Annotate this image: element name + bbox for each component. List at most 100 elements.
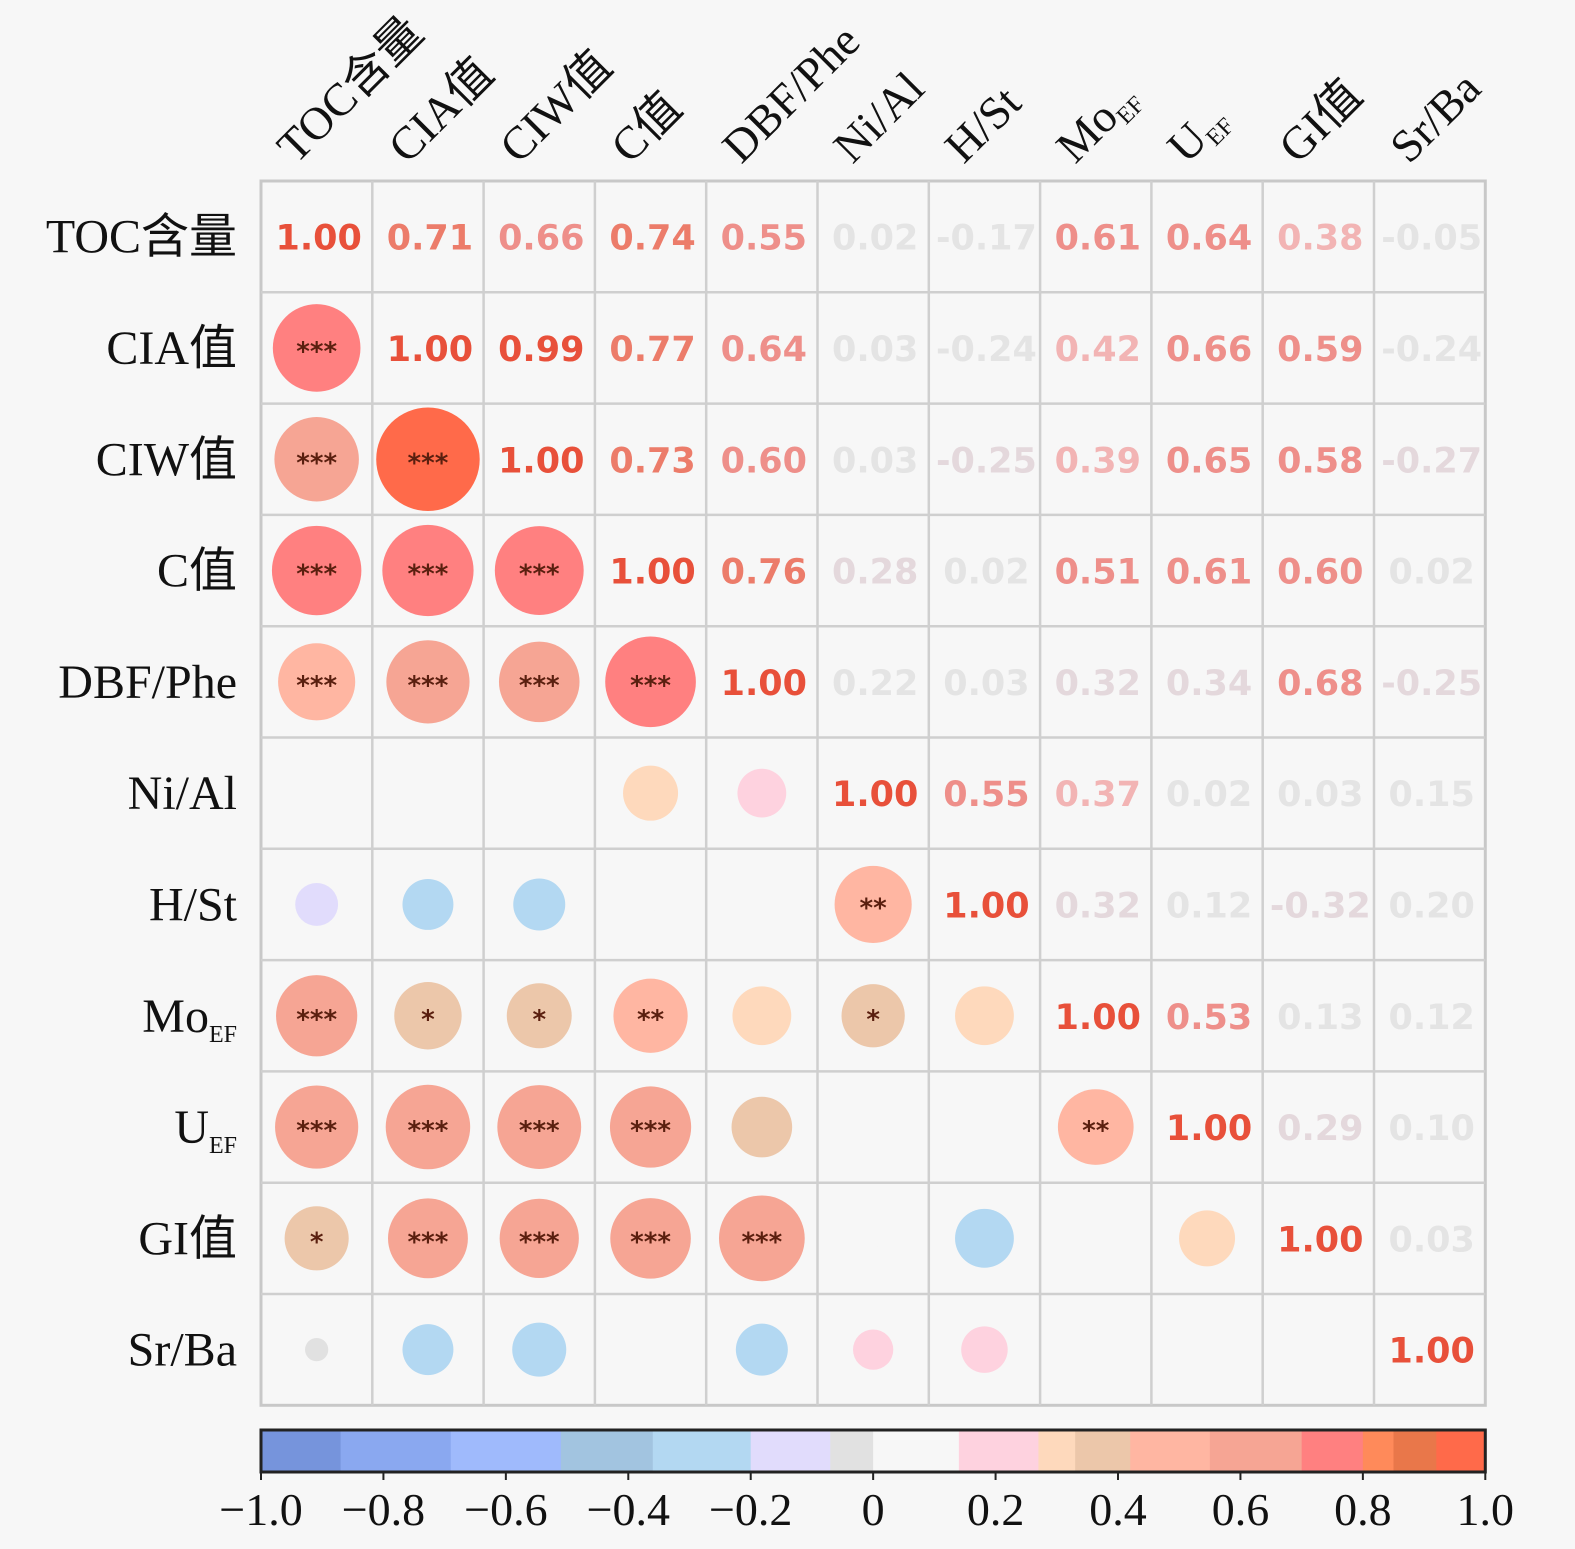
correlation-value-label: 0.68	[1277, 664, 1363, 704]
correlation-value-label: -0.25	[936, 441, 1037, 481]
correlation-value-label: 1.00	[609, 553, 695, 593]
correlation-value-label: 0.29	[1277, 1109, 1363, 1149]
correlation-circle	[623, 765, 679, 821]
colorbar-tick-label: −0.2	[709, 1484, 792, 1535]
correlation-value-label: 0.71	[387, 219, 473, 259]
correlation-circle	[864, 1229, 883, 1248]
significance-stars: ***	[296, 560, 337, 590]
correlation-value-label: 0.42	[1055, 330, 1141, 370]
colorbar-segment	[830, 1430, 874, 1472]
correlation-circle	[1190, 1333, 1224, 1367]
correlation-value-label: 0.03	[832, 330, 918, 370]
correlation-value-label: 0.02	[832, 219, 918, 259]
correlation-value-label: 0.65	[1166, 441, 1252, 481]
significance-stars: ***	[296, 1116, 337, 1146]
correlation-circle	[1057, 1089, 1134, 1165]
colorbar-tick-label: 0.4	[1089, 1484, 1147, 1535]
correlation-value-label: 0.10	[1388, 1109, 1474, 1149]
correlation-circle	[1179, 1210, 1236, 1267]
significance-stars: ***	[296, 448, 337, 478]
correlation-value-label: -0.25	[1381, 664, 1482, 704]
colorbar-segment	[1301, 1430, 1364, 1472]
correlation-circle	[610, 1198, 691, 1279]
colorbar-tick-label: −0.4	[587, 1484, 670, 1535]
correlation-value-label: 0.03	[1277, 775, 1363, 815]
correlation-value-label: -0.24	[1381, 330, 1482, 370]
colorbar-segment	[1362, 1430, 1394, 1472]
correlation-value-label: 0.32	[1055, 886, 1141, 926]
correlation-value-label: 0.99	[498, 330, 584, 370]
colorbar-tick-label: 0.6	[1212, 1484, 1270, 1535]
significance-stars: ***	[296, 337, 337, 367]
colorbar-segment	[450, 1430, 562, 1472]
correlation-circle	[613, 978, 688, 1053]
correlation-value-label: 0.61	[1166, 553, 1252, 593]
colorbar-segment	[958, 1430, 1039, 1472]
correlation-value-label: 0.53	[1166, 998, 1252, 1038]
significance-stars: ***	[296, 1005, 337, 1035]
significance-stars: ***	[741, 1227, 782, 1257]
correlation-value-label: 0.28	[832, 553, 918, 593]
correlation-value-label: -0.24	[936, 330, 1037, 370]
correlation-circle	[385, 1084, 471, 1170]
correlation-circle	[498, 641, 580, 723]
colorbar-segment	[1075, 1430, 1131, 1472]
correlation-circle	[494, 526, 584, 615]
correlation-value-label: 0.12	[1166, 886, 1252, 926]
colorbar-segment	[1130, 1430, 1211, 1472]
correlation-value-label: 0.66	[1166, 330, 1252, 370]
significance-stars: **	[860, 893, 888, 923]
correlation-value-label: 0.39	[1055, 441, 1141, 481]
correlation-circle	[309, 785, 325, 801]
correlation-value-label: 0.03	[832, 441, 918, 481]
significance-stars: ***	[408, 560, 449, 590]
significance-stars: ***	[408, 1227, 449, 1257]
correlation-circle	[752, 895, 771, 914]
correlation-value-label: 0.60	[721, 441, 807, 481]
significance-stars: *	[421, 1005, 435, 1035]
row-label: DBF/Phe	[58, 656, 237, 709]
significance-stars: **	[637, 1005, 665, 1035]
colorbar-tick-label: 0.8	[1334, 1484, 1392, 1535]
correlation-circle	[853, 1329, 894, 1370]
colorbar-tick-label: −0.8	[342, 1484, 425, 1535]
correlation-circle	[274, 417, 359, 502]
correlation-value-label: 0.03	[943, 664, 1029, 704]
correlation-circle	[605, 636, 696, 728]
colorbar-tick-label: 0	[862, 1484, 885, 1535]
significance-stars: ***	[519, 671, 560, 701]
correlation-value-label: 1.00	[1055, 998, 1141, 1038]
correlation-circle	[284, 1206, 349, 1271]
correlation-value-label: 1.00	[498, 441, 584, 481]
colorbar-segment	[340, 1430, 452, 1472]
correlation-value-label: 0.76	[721, 553, 807, 593]
correlation-value-label: 0.58	[1277, 441, 1363, 481]
row-label: TOC含量	[46, 211, 237, 264]
row-label: Ni/Al	[128, 767, 237, 820]
row-label: CIA值	[106, 322, 237, 375]
significance-stars: ***	[408, 671, 449, 701]
correlation-value-label: 0.77	[609, 330, 695, 370]
correlation-value-label: 1.00	[721, 664, 807, 704]
correlation-value-label: 0.73	[609, 441, 695, 481]
colorbar-segment	[1436, 1430, 1486, 1472]
significance-stars: ***	[630, 1116, 671, 1146]
correlation-circle	[865, 1119, 881, 1135]
correlation-circle	[834, 865, 912, 944]
correlation-circle	[386, 640, 470, 724]
correlation-value-label: 0.55	[721, 219, 807, 259]
significance-stars: ***	[408, 448, 449, 478]
colorbar-segment	[750, 1430, 831, 1472]
correlation-circle	[418, 784, 437, 803]
colorbar-tick-label: 1.0	[1457, 1484, 1515, 1535]
cell-layer: 1.00 0.71 0.66 0.74 0.55 0.02 -0.17 0.61 0.64 0.3…	[271, 219, 1482, 1377]
correlation-circle	[732, 986, 792, 1046]
correlation-value-label: 0.74	[609, 219, 695, 259]
correlation-value-label: 0.37	[1055, 775, 1141, 815]
correlation-circle	[276, 975, 358, 1057]
significance-stars: ***	[630, 1227, 671, 1257]
correlation-circle	[731, 1096, 793, 1158]
correlation-value-label: 1.00	[275, 219, 361, 259]
correlation-value-label: 0.64	[1166, 219, 1252, 259]
